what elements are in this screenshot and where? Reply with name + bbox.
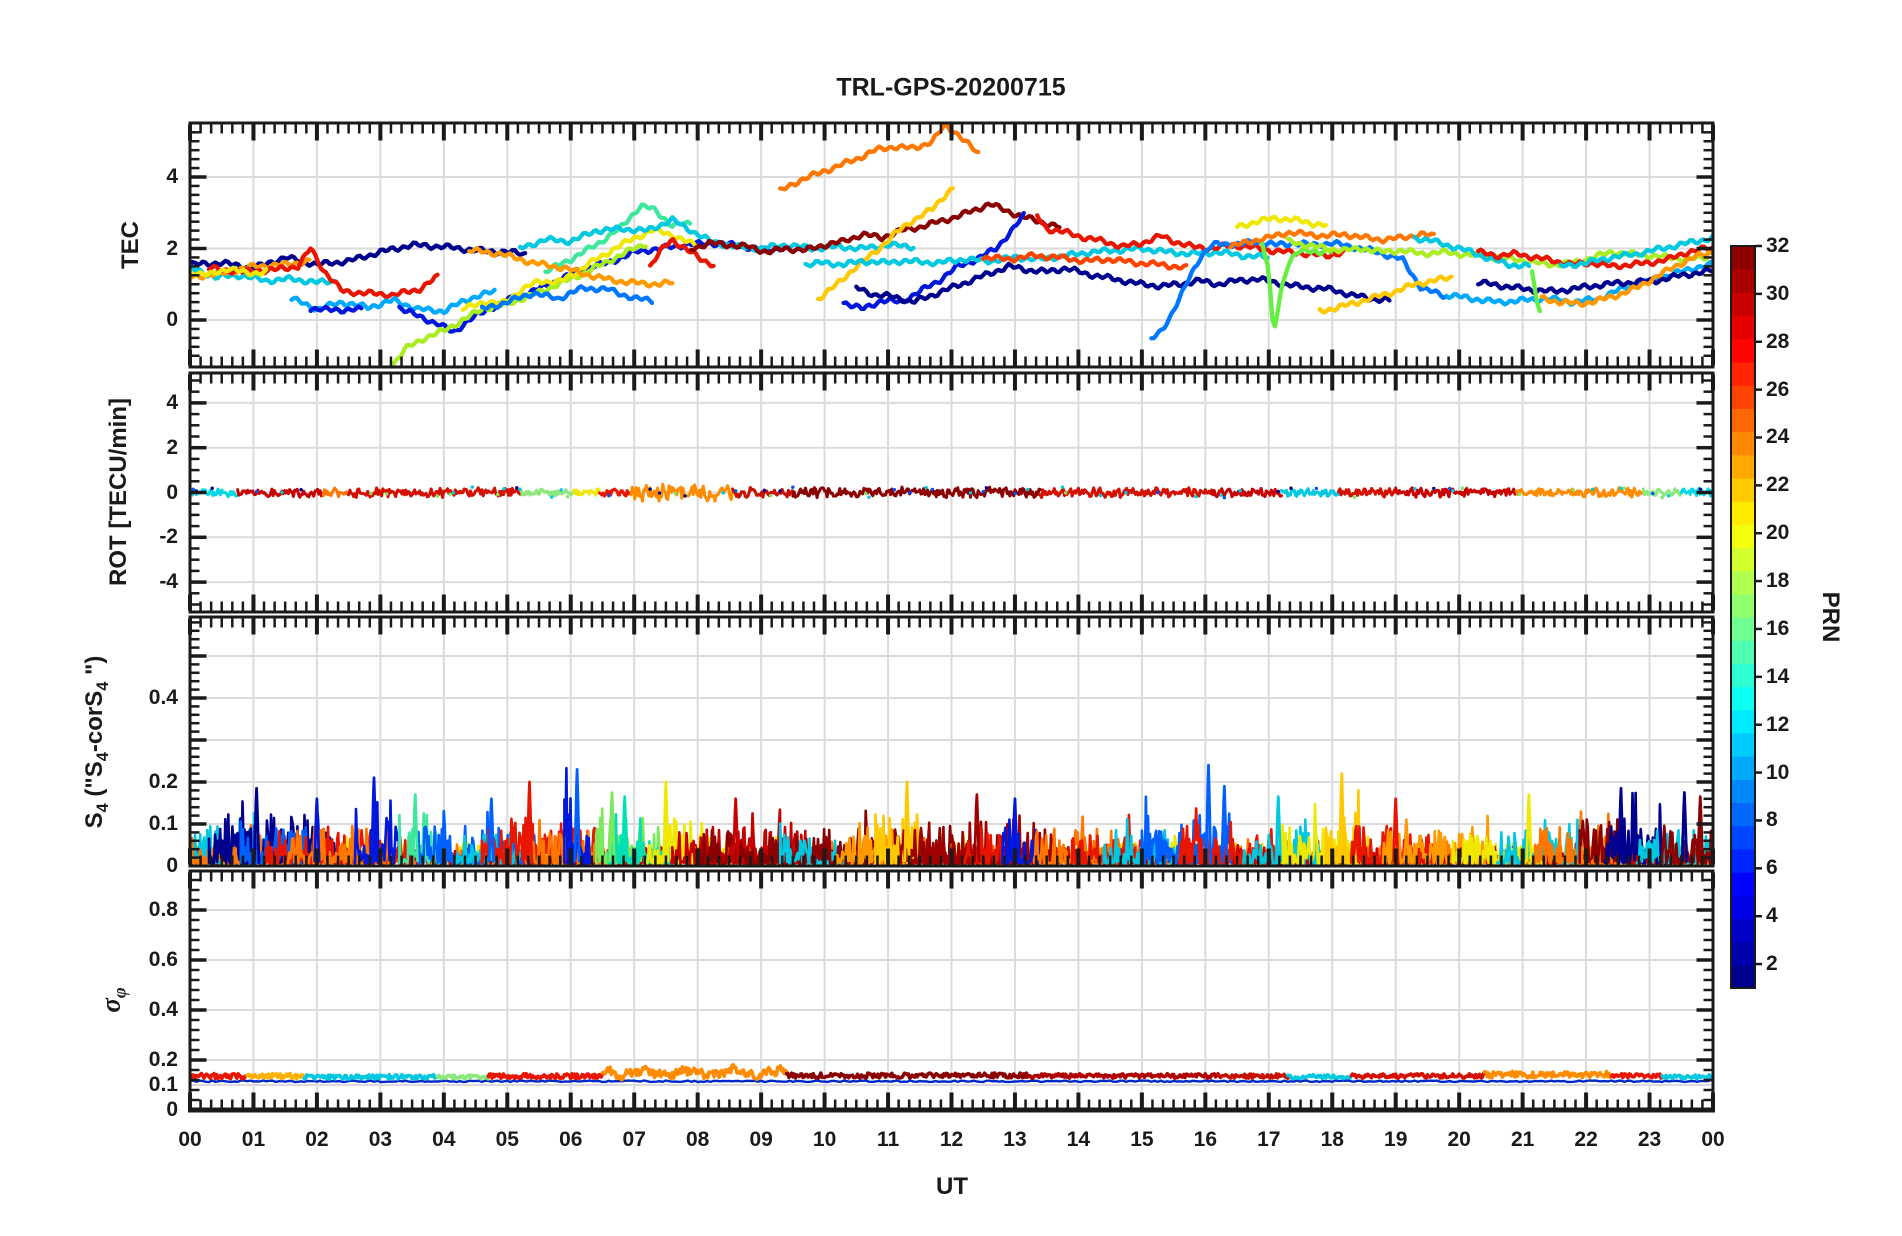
x-tick-label: 08: [685, 1128, 710, 1151]
colorbar-tick-label: 20: [1766, 521, 1790, 545]
x-tick-label: 03: [368, 1128, 393, 1151]
x-tick-label: 14: [1066, 1128, 1091, 1151]
colorbar-tick-label: 4: [1766, 904, 1778, 928]
y-tick-label-sigma_phi: 0.8: [148, 898, 178, 921]
x-axis-label: UT: [936, 1173, 968, 1200]
x-tick-label: 05: [495, 1128, 519, 1151]
colorbar-tick-label: 32: [1766, 234, 1790, 257]
y-tick-label-ROT: 4: [166, 390, 178, 414]
x-tick-label: 22: [1574, 1128, 1598, 1151]
y-tick-label-sigma_phi: 0: [166, 1098, 178, 1121]
panel-S4: [188, 615, 1715, 868]
colorbar-tick-label: 24: [1766, 425, 1790, 449]
y-tick-label-sigma_phi: 0.1: [148, 1073, 178, 1096]
x-tick-label: 13: [1003, 1128, 1027, 1151]
x-tick-label: 23: [1637, 1128, 1662, 1151]
colorbar-tick-label: 14: [1766, 664, 1790, 688]
x-tick-label: 01: [241, 1128, 266, 1151]
x-tick-label: 09: [749, 1128, 773, 1151]
y-tick-label-ROT: 2: [166, 435, 178, 459]
y-tick-label-ROT: -2: [159, 525, 178, 549]
y-tick-label-S4: 0.1: [148, 812, 178, 835]
colorbar-tick-label: 6: [1766, 856, 1778, 880]
x-tick-label: 15: [1130, 1128, 1154, 1151]
y-tick-label-S4: 0.2: [148, 770, 178, 793]
y-tick-label-ROT: -4: [159, 570, 178, 594]
panel-series-TEC: [190, 123, 1713, 367]
colorbar-tick-label: 28: [1766, 329, 1790, 353]
panel-TEC: [188, 121, 1715, 369]
phi-subscript: φ: [109, 987, 130, 999]
colorbar-tick-label: 10: [1766, 760, 1790, 784]
colorbar-tick-label: 26: [1766, 377, 1790, 401]
y-axis-label-sigma-phi: σφ: [95, 987, 130, 1012]
x-tick-label: 20: [1447, 1128, 1471, 1151]
y-tick-label-TEC: 0: [166, 308, 178, 331]
panel-sigma_phi: [188, 869, 1715, 1112]
y-tick-label-sigma_phi: 0.4: [148, 998, 178, 1021]
colorbar-tick-label: 18: [1766, 569, 1790, 593]
y-axis-label-s4: S4 ("S4-corS4 "): [81, 655, 112, 829]
y-tick-label-TEC: 2: [166, 236, 178, 260]
x-tick-label: 17: [1257, 1128, 1281, 1151]
panel-series-ROT: [190, 482, 1713, 503]
colorbar: [1730, 244, 1762, 989]
x-tick-label: 11: [876, 1128, 900, 1151]
colorbar-tick-label: 30: [1766, 281, 1790, 305]
x-tick-label: 12: [939, 1128, 964, 1151]
panel-ticks-S4: [188, 618, 1715, 865]
colorbar-label: PRN: [1817, 591, 1844, 643]
panel-ROT: [188, 371, 1715, 614]
y-axis-label-rot: ROT [TECU/min]: [105, 398, 132, 586]
chart-title: TRL-GPS-20200715: [836, 73, 1066, 102]
y-tick-label-sigma_phi: 0.2: [148, 1048, 178, 1071]
x-tick-label: 16: [1193, 1128, 1218, 1151]
colorbar-tick-label: 2: [1766, 952, 1778, 976]
colorbar-tick-label: 12: [1766, 712, 1790, 736]
x-tick-label: 21: [1510, 1128, 1535, 1151]
y-tick-label-ROT: 0: [166, 480, 178, 504]
x-tick-label: 00: [178, 1128, 202, 1151]
s4-label-text: S: [81, 812, 109, 829]
x-tick-label: 18: [1320, 1128, 1344, 1151]
x-tick-label: 07: [622, 1128, 646, 1151]
colorbar-tick-label: 8: [1766, 808, 1778, 832]
panel-ticks-TEC: [188, 124, 1715, 366]
x-tick-label: 10: [812, 1128, 837, 1151]
colorbar-tick-label: 22: [1766, 473, 1790, 497]
sigma-glyph: σ: [95, 998, 126, 1013]
colorbar-tick-label: 16: [1766, 616, 1790, 640]
y-tick-label-S4: 0: [166, 854, 178, 877]
y-tick-label-TEC: 4: [166, 165, 178, 188]
panel-ticks-sigma_phi: [188, 872, 1715, 1109]
y-axis-label-tec: TEC: [117, 221, 144, 269]
panel-ticks-ROT: [188, 374, 1715, 611]
x-tick-label: 04: [432, 1128, 456, 1151]
y-tick-label-S4: 0.4: [148, 686, 178, 709]
y-tick-label-sigma_phi: 0.6: [148, 948, 178, 971]
x-tick-label: 19: [1384, 1128, 1408, 1151]
x-tick-label: 06: [559, 1128, 583, 1151]
x-tick-label: 02: [305, 1128, 329, 1151]
panel-series-sigma_phi: [190, 1063, 1713, 1084]
x-tick-label: 00: [1701, 1128, 1725, 1151]
